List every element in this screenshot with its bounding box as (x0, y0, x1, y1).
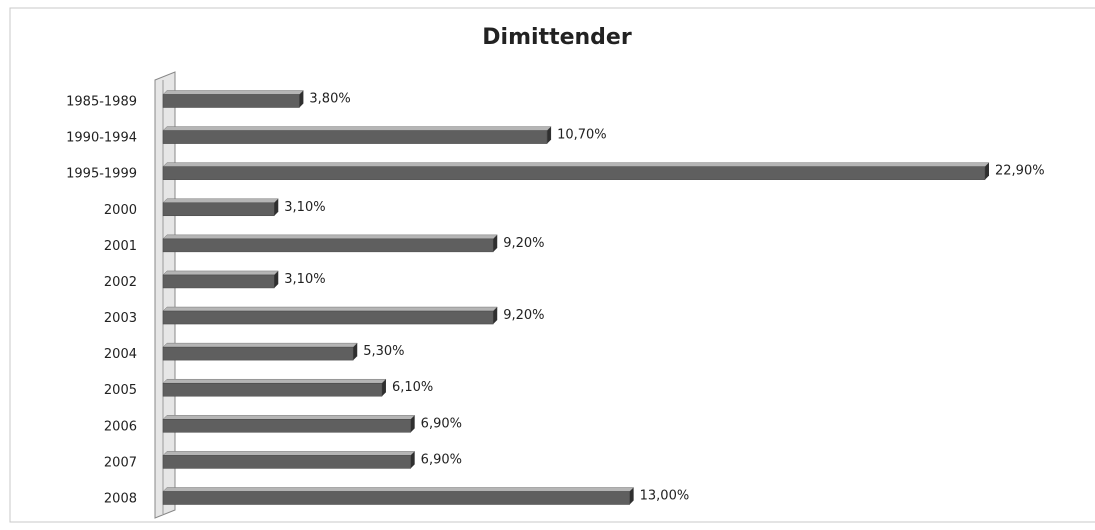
value-label: 10,70% (557, 128, 607, 143)
bar-end (985, 162, 989, 180)
axis-wall (154, 71, 176, 519)
bar-end (493, 307, 498, 325)
y-tick-label: 2005 (104, 383, 137, 398)
y-tick-label: 2008 (104, 492, 137, 507)
bar (162, 238, 494, 253)
value-label: 6,10% (392, 380, 433, 395)
bar-end (629, 487, 634, 505)
bar (162, 274, 275, 289)
bar-end (274, 270, 279, 288)
bar-end (410, 451, 415, 469)
bar-top (162, 306, 498, 312)
bar (162, 491, 630, 505)
value-label: 13,00% (640, 489, 690, 504)
bar-end (547, 126, 552, 144)
bar-top (162, 342, 358, 348)
bar (162, 166, 986, 180)
value-label: 3,10% (284, 272, 325, 287)
y-tick-label: 2003 (104, 311, 137, 326)
bar-top (162, 451, 416, 456)
bar-top (162, 126, 552, 131)
value-label: 9,20% (503, 308, 544, 323)
y-tick-label: 2007 (104, 455, 137, 470)
y-tick-label: 2004 (104, 347, 137, 362)
y-tick-label: 1985-1989 (66, 95, 137, 110)
chart-title: Dimittender (482, 25, 632, 50)
value-label: 3,10% (284, 200, 325, 215)
bar-end (353, 343, 358, 361)
value-label: 5,30% (363, 344, 404, 359)
bar (162, 419, 411, 433)
value-label: 3,80% (309, 92, 350, 107)
bar-end (274, 198, 279, 216)
bar-top (162, 378, 387, 384)
bar (162, 202, 275, 217)
bar-top (162, 270, 279, 276)
y-tick-label: 2006 (104, 419, 137, 434)
y-tick-label: 1995-1999 (66, 167, 137, 182)
bar-end (493, 234, 498, 252)
bar-end (381, 379, 386, 397)
value-label: 6,90% (421, 452, 462, 467)
bar-top (162, 198, 279, 204)
value-label: 6,90% (421, 416, 462, 431)
bar-end (410, 415, 415, 433)
bar-top (162, 487, 635, 492)
bar (162, 455, 411, 469)
y-tick-label: 1990-1994 (66, 131, 137, 146)
y-tick-label: 2000 (104, 203, 137, 218)
bar (162, 382, 383, 397)
bar (162, 94, 300, 108)
y-tick-label: 2002 (104, 275, 137, 290)
bar-top (162, 162, 990, 167)
bar-end (299, 90, 304, 108)
value-label: 22,90% (995, 164, 1045, 179)
value-label: 9,20% (503, 236, 544, 251)
y-tick-label: 2001 (104, 239, 137, 254)
bar-top (162, 90, 305, 95)
bar-top (162, 415, 416, 420)
bar (162, 346, 354, 361)
bar (162, 130, 548, 144)
bar-top (162, 234, 498, 240)
bar (162, 310, 494, 325)
